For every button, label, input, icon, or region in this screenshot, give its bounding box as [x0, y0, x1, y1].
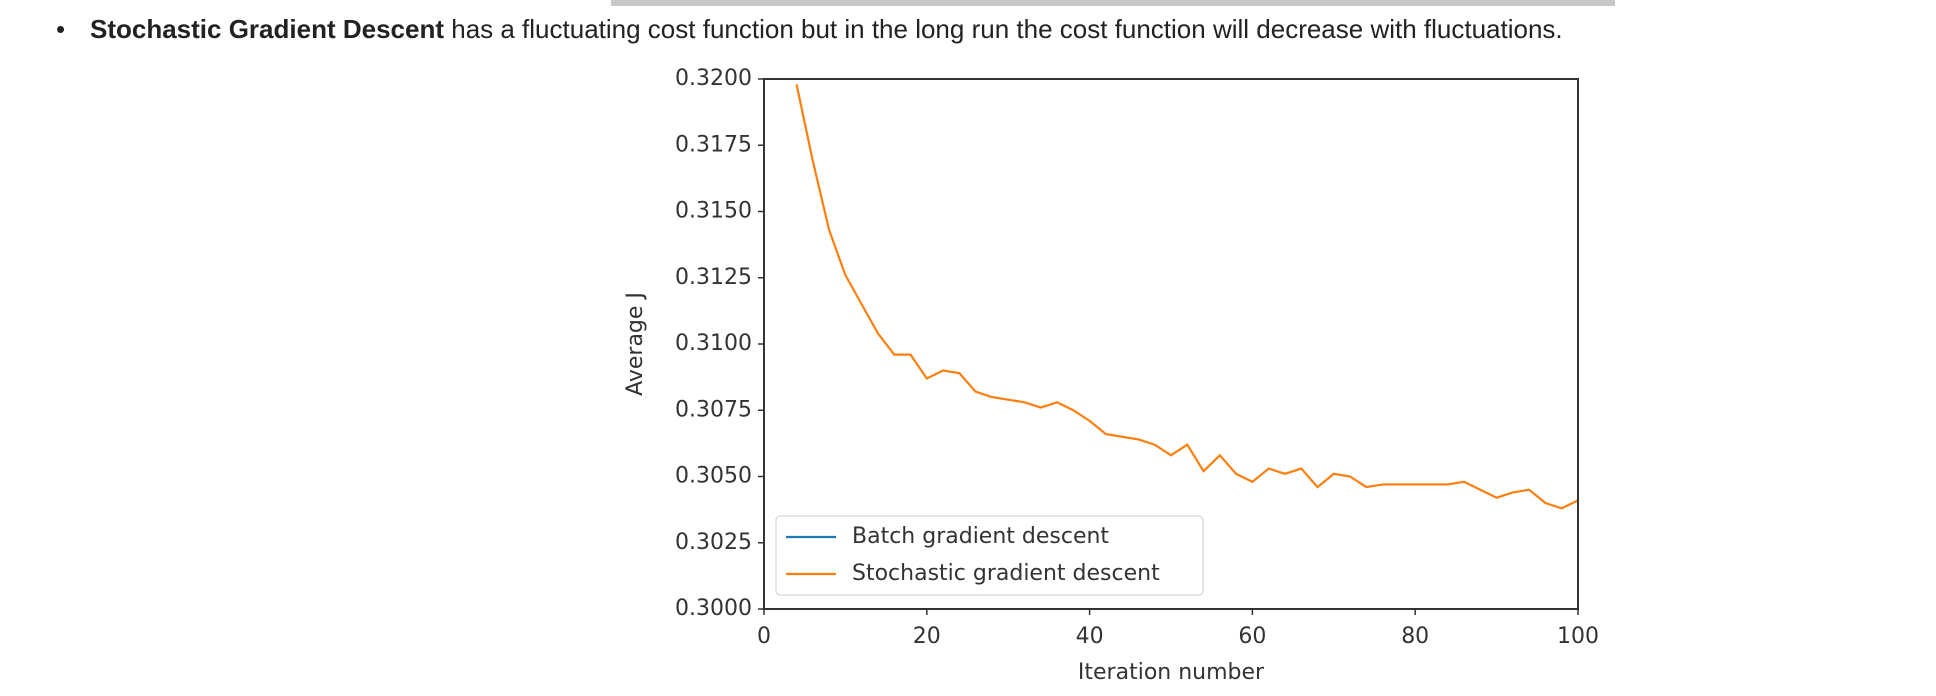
- bullet-dot: •: [56, 14, 66, 44]
- y-tick-label: 0.3125: [675, 265, 752, 290]
- scroll-bar: [611, 0, 1615, 6]
- x-tick-label: 80: [1401, 624, 1429, 649]
- bold-term: Stochastic Gradient Descent: [90, 14, 444, 44]
- x-tick-label: 40: [1076, 624, 1104, 649]
- legend-box: [775, 515, 1204, 596]
- legend-label: Stochastic gradient descent: [852, 561, 1160, 586]
- y-axis-label: Average J: [623, 292, 648, 396]
- y-tick-label: 0.3200: [675, 66, 752, 91]
- x-tick-label: 100: [1557, 624, 1599, 649]
- x-tick-label: 0: [757, 624, 771, 649]
- bullet-text: has a fluctuating cost function but in t…: [451, 14, 1563, 44]
- bullet-item: • Stochastic Gradient Descent has a fluct…: [56, 14, 1563, 45]
- series-line: [795, 84, 1579, 510]
- y-tick-label: 0.3175: [675, 132, 752, 157]
- y-tick-label: 0.3150: [675, 199, 752, 224]
- legend-label: Batch gradient descent: [852, 524, 1109, 549]
- y-tick-label: 0.3025: [675, 530, 752, 555]
- y-tick-label: 0.3000: [675, 596, 752, 621]
- y-tick-label: 0.3050: [675, 464, 752, 489]
- x-axis-label: Iteration number: [1078, 660, 1265, 685]
- x-tick-label: 20: [913, 624, 941, 649]
- plot-frame: [763, 78, 1579, 610]
- y-tick-label: 0.3100: [675, 331, 752, 356]
- y-tick-label: 0.3075: [675, 397, 752, 422]
- x-tick-label: 60: [1238, 624, 1266, 649]
